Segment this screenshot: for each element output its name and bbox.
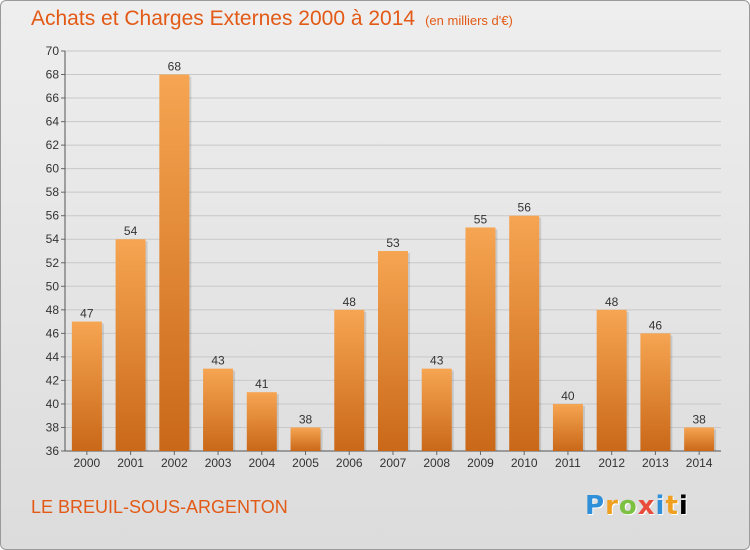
- y-tick-label: 70: [46, 44, 60, 58]
- bar-value-label: 53: [386, 236, 400, 250]
- x-tick-label: 2014: [686, 456, 713, 470]
- logo-letter: i: [655, 491, 666, 521]
- bar-value-label: 46: [649, 318, 663, 332]
- y-tick-label: 50: [46, 279, 60, 293]
- x-tick-label: 2005: [292, 456, 319, 470]
- y-tick-label: 44: [46, 350, 60, 364]
- bar: [290, 427, 321, 451]
- bar-value-label: 40: [561, 389, 575, 403]
- bar: [115, 239, 146, 451]
- logo-letter: x: [637, 491, 656, 521]
- x-tick-label: 2010: [511, 456, 538, 470]
- y-tick-label: 58: [46, 185, 60, 199]
- logo-letter: i: [678, 491, 689, 521]
- y-tick-label: 68: [46, 68, 60, 82]
- x-tick-label: 2008: [423, 456, 450, 470]
- proxiti-logo: Proxiti: [585, 491, 689, 521]
- unit-note: (en milliers d'€): [425, 13, 513, 28]
- x-tick-label: 2004: [248, 456, 275, 470]
- x-tick-label: 2006: [336, 456, 363, 470]
- bar-value-label: 38: [299, 412, 313, 426]
- bar: [334, 309, 365, 451]
- y-tick-label: 66: [46, 91, 60, 105]
- y-tick-label: 40: [46, 397, 60, 411]
- y-tick-label: 56: [46, 209, 60, 223]
- y-tick-label: 60: [46, 162, 60, 176]
- y-tick-label: 64: [46, 115, 60, 129]
- y-tick-label: 52: [46, 256, 60, 270]
- y-tick-label: 48: [46, 303, 60, 317]
- x-tick-label: 2009: [467, 456, 494, 470]
- bar: [509, 215, 540, 451]
- x-tick-label: 2013: [642, 456, 669, 470]
- bar-value-label: 47: [80, 307, 94, 321]
- bar-value-label: 43: [211, 354, 225, 368]
- bar: [378, 251, 408, 451]
- y-tick-label: 42: [46, 373, 60, 387]
- bar-value-label: 56: [518, 201, 532, 215]
- bar-value-label: 38: [692, 412, 706, 426]
- bar: [159, 74, 190, 451]
- logo-letter: t: [665, 491, 679, 521]
- x-tick-label: 2002: [161, 456, 188, 470]
- x-tick-label: 2011: [555, 456, 581, 470]
- bar: [684, 427, 715, 451]
- bar: [421, 368, 452, 451]
- bar: [552, 403, 583, 451]
- x-tick-label: 2003: [205, 456, 232, 470]
- bar: [640, 333, 671, 451]
- bar-value-label: 55: [474, 212, 488, 226]
- bar: [465, 227, 496, 451]
- x-tick-label: 2001: [117, 456, 144, 470]
- bar-value-label: 48: [605, 295, 619, 309]
- logo-letter: P: [585, 491, 606, 521]
- logo-letter: r: [605, 491, 619, 521]
- bar: [246, 392, 277, 451]
- x-tick-label: 2012: [598, 456, 625, 470]
- x-tick-label: 2007: [380, 456, 407, 470]
- bar-value-label: 54: [124, 224, 138, 238]
- bar: [71, 321, 102, 451]
- chart-title-text: Achats et Charges Externes 2000 à 2014: [31, 7, 416, 30]
- bar-value-label: 41: [255, 377, 269, 391]
- bar: [596, 309, 627, 451]
- bar-value-label: 48: [343, 295, 357, 309]
- y-tick-label: 62: [46, 138, 60, 152]
- bar-value-label: 43: [430, 354, 444, 368]
- y-tick-label: 54: [46, 232, 60, 246]
- bar: [203, 368, 234, 451]
- bar-value-label: 68: [168, 60, 182, 74]
- y-tick-label: 46: [46, 326, 60, 340]
- chart-title: Achats et Charges Externes 2000 à 2014 (e…: [31, 7, 513, 31]
- x-tick-label: 2000: [74, 456, 101, 470]
- y-tick-label: 36: [46, 444, 60, 458]
- logo-letter: o: [618, 491, 638, 521]
- commune-name: LE BREUIL-SOUS-ARGENTON: [31, 497, 288, 517]
- y-tick-label: 38: [46, 420, 60, 434]
